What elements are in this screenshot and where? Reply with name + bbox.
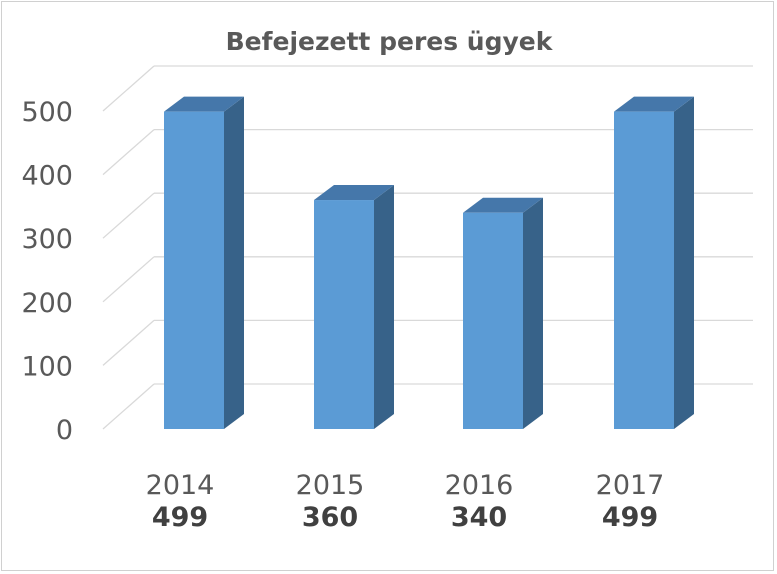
x-category-label: 2017	[596, 470, 665, 501]
y-tick-label: 500	[21, 97, 73, 128]
x-category-label: 2016	[445, 470, 514, 501]
chart-title: Befejezett peres ügyek	[226, 27, 554, 56]
gridline-diagonal	[102, 256, 155, 303]
data-label: 340	[451, 502, 507, 533]
bar-top	[314, 185, 394, 201]
gridline-diagonal	[102, 319, 155, 366]
bar-side	[374, 185, 394, 429]
bar-side	[523, 197, 543, 429]
gridline-diagonal	[102, 383, 155, 430]
y-tick-label: 100	[21, 351, 73, 382]
bar-front	[314, 200, 374, 429]
bar	[614, 96, 694, 430]
bars	[164, 96, 694, 430]
gridline-diagonal	[102, 129, 155, 176]
bar	[164, 96, 244, 430]
bar-top	[164, 96, 244, 112]
bar-side	[224, 96, 244, 430]
x-category-label: 2014	[146, 470, 215, 501]
bar-front	[463, 212, 523, 429]
bar-side	[674, 96, 694, 430]
data-label: 499	[602, 502, 658, 533]
data-label: 499	[152, 502, 208, 533]
x-category-label: 2015	[296, 470, 365, 501]
bar-top	[463, 197, 543, 213]
gridline-diagonal	[102, 192, 155, 239]
y-tick-label: 300	[21, 224, 73, 255]
gridline-diagonal	[102, 65, 155, 112]
bar-front	[614, 111, 674, 430]
data-label: 360	[302, 502, 358, 533]
y-axis: 0 100 200 300 400 500	[21, 97, 73, 446]
y-tick-label: 200	[21, 288, 73, 319]
y-tick-label: 400	[21, 161, 73, 192]
bar-top	[614, 96, 694, 112]
bar	[314, 185, 394, 429]
y-tick-label: 0	[56, 415, 73, 446]
bar	[463, 197, 543, 429]
bar-front	[164, 111, 224, 430]
